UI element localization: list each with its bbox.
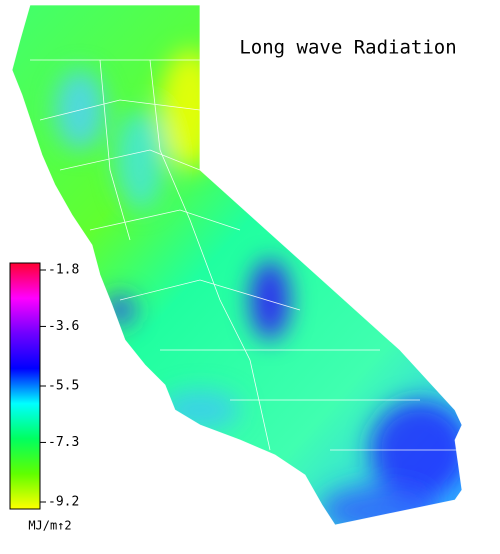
colorbar-label: MJ/m↑2: [28, 519, 71, 533]
colorbar-tick-label: -5.5: [48, 379, 79, 394]
county-lines: [11, 4, 463, 526]
colorbar: [10, 263, 40, 509]
colorbar-tick-label: -1.8: [48, 263, 79, 278]
map-title: Long wave Radiation: [239, 37, 456, 59]
colorbar-tick-label: -7.3: [48, 435, 79, 450]
colorbar-tick-label: -3.6: [48, 319, 79, 334]
colorbar-tick-label: -9.2: [48, 495, 79, 510]
